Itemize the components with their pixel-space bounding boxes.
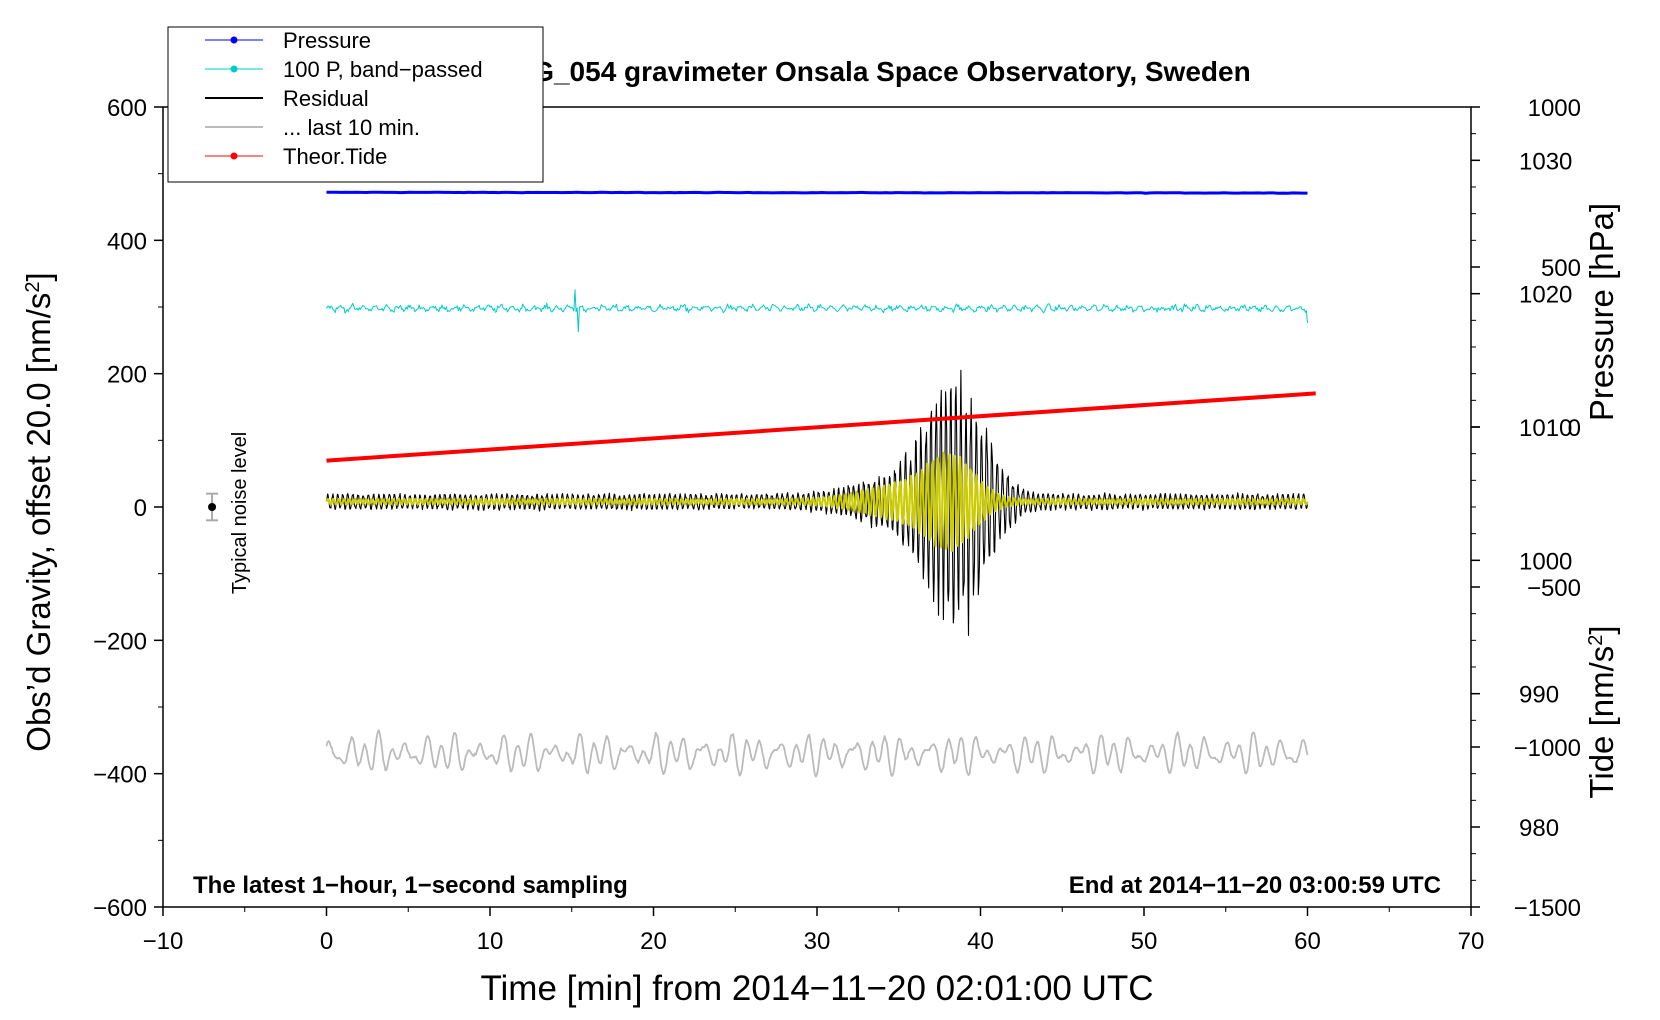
annotation-sampling: The latest 1−hour, 1−second sampling (193, 872, 628, 899)
legend-marker (230, 36, 238, 44)
legend-label: Pressure (283, 28, 371, 53)
legend-label: Theor.Tide (283, 144, 387, 169)
y-axis-label-tide-end: ] (1583, 625, 1620, 634)
x-axis-label: Time [min] from 2014−11−20 02:01:00 UTC (480, 969, 1153, 1008)
x-tick-label: 0 (320, 928, 333, 955)
annotation-end-time: End at 2014−11−20 03:00:59 UTC (1069, 872, 1441, 899)
y-axis-label-left: Obs’d Gravity, offset 20.0 [nm/s2] (20, 272, 57, 751)
y-tide-tick-label: 0 (1568, 415, 1581, 442)
y-left-tick-label: 200 (107, 362, 147, 389)
legend: Pressure 100 P, band−passed Residual ... la… (167, 26, 544, 183)
y-pressure-tick-label: 1020 (1519, 282, 1572, 309)
x-tick-label: 60 (1294, 928, 1321, 955)
series-pressure (326, 190, 1308, 195)
y-left-tick-label: −600 (93, 895, 147, 922)
series-layer (325, 190, 1316, 778)
y-left-tick-label: −200 (93, 628, 147, 655)
series-pressure-bandpassed (326, 289, 1308, 333)
y-tide-tick-label: −1000 (1514, 735, 1581, 762)
x-tick-label: −10 (143, 928, 184, 955)
x-tick-label: 50 (1131, 928, 1158, 955)
series-last-10-min (325, 729, 1309, 778)
y-axis-label-tide-sup: 2 (1585, 635, 1607, 646)
x-tick-label: 30 (804, 928, 831, 955)
y-pressure-tick-label: 1030 (1519, 148, 1572, 175)
x-tick-label: 40 (967, 928, 994, 955)
y-tide-tick-label: −500 (1527, 575, 1581, 602)
y-axis-label-tide: Tide [nm/s2] (1583, 625, 1620, 798)
y-pressure-tick-label: 980 (1519, 815, 1559, 842)
x-tick-label: 20 (640, 928, 667, 955)
y-left-tick-label: 400 (107, 228, 147, 255)
series-theoretical-tide (326, 391, 1316, 463)
noise-marker (208, 503, 217, 511)
y-axis-label-left-sup: 2 (22, 281, 44, 292)
y-axis-label-left-main: Obs’d Gravity, offset 20.0 [nm/s (20, 293, 57, 752)
y-left-tick-label: 600 (107, 95, 147, 122)
x-tick-label: 10 (477, 928, 504, 955)
y-tide-tick-label: −1500 (1514, 895, 1581, 922)
y-axis-label-pressure: Pressure [hPa] (1583, 203, 1620, 421)
y-pressure-tick-label: 1000 (1519, 548, 1572, 575)
y-axis-label-tide-main: Tide [nm/s (1583, 646, 1620, 799)
y-left-tick-label: 0 (134, 495, 147, 522)
legend-label: 100 P, band−passed (283, 57, 483, 82)
y-pressure-tick-label: 1010 (1519, 415, 1572, 442)
x-tick-label: 70 (1458, 928, 1485, 955)
chart-title: SCG_054 gravimeter Onsala Space Observat… (493, 56, 1250, 87)
y-tide-tick-label: 1000 (1528, 95, 1581, 122)
y-tide-tick-label: 500 (1541, 255, 1581, 282)
legend-marker (230, 152, 238, 160)
y-pressure-tick-label: 990 (1519, 682, 1559, 709)
legend-label: ... last 10 min. (283, 115, 420, 140)
noise-label: Typical noise level (229, 432, 251, 594)
legend-label: Residual (283, 86, 369, 111)
axis-layer: −10 0 10 20 30 40 50 60 706004002000−200−400−600… (93, 95, 1581, 955)
legend-marker (230, 65, 238, 73)
y-axis-label-left-end: ] (20, 272, 57, 281)
series-residual-filtered (325, 451, 1309, 553)
y-left-tick-label: −400 (93, 762, 147, 789)
